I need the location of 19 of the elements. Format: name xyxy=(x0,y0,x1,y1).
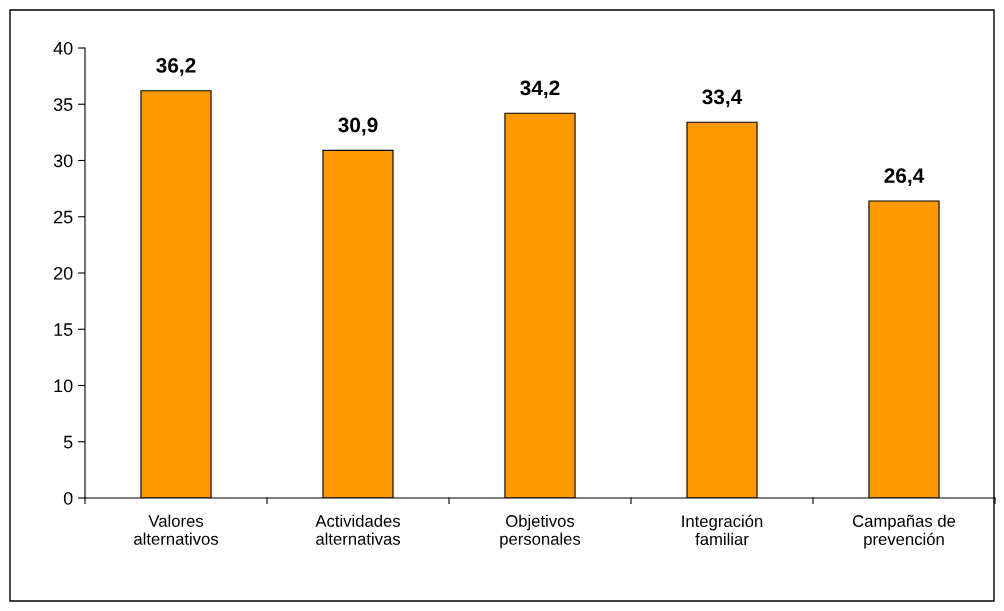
y-tick-label: 10 xyxy=(54,379,73,393)
x-tick-label: Campañas de prevención xyxy=(852,514,956,549)
y-tick-label: 0 xyxy=(63,491,73,505)
y-tick-label: 5 xyxy=(63,435,73,449)
data-label: 26,4 xyxy=(884,168,925,187)
data-label: 34,2 xyxy=(520,80,560,99)
x-tick-label: Actividades alternativas xyxy=(315,514,401,545)
data-label: 33,4 xyxy=(702,89,743,108)
y-tick-label: 25 xyxy=(54,210,73,224)
x-tick-label: Valores alternativos xyxy=(134,514,219,545)
y-tick-label: 40 xyxy=(53,41,73,55)
x-tick-label: Integración familiar xyxy=(682,514,763,546)
data-label: 30,9 xyxy=(338,117,378,136)
x-tick-label: Objetivos personales xyxy=(500,514,581,549)
y-tick-label: 20 xyxy=(54,266,73,280)
y-tick-label: 30 xyxy=(53,154,73,168)
y-tick-label: 15 xyxy=(54,323,73,336)
data-label: 36,2 xyxy=(156,57,196,76)
y-tick-label: 35 xyxy=(53,98,73,111)
